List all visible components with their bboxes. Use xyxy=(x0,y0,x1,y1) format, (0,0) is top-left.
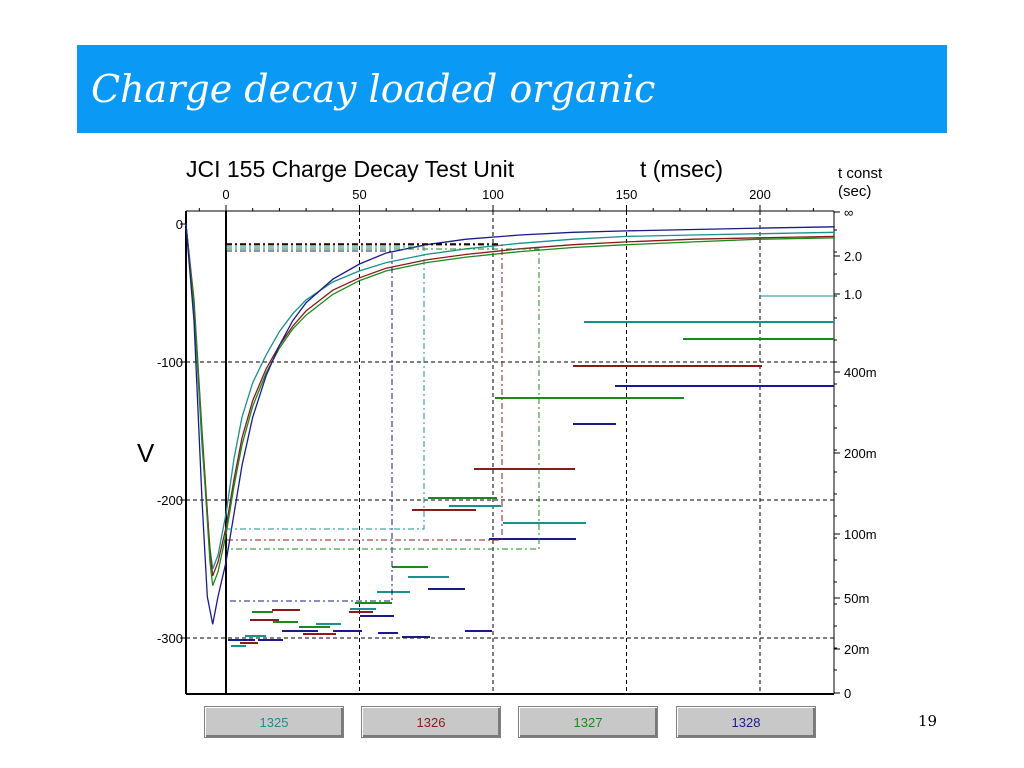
right-axis-title: t const (sec) xyxy=(838,165,882,201)
series-button-label: 1325 xyxy=(259,715,289,730)
right-tick-label: 400m xyxy=(844,365,877,380)
y-tick-label: -200 xyxy=(157,493,183,508)
y-tick-label: 0 xyxy=(176,217,183,232)
x-tick-label: 100 xyxy=(482,187,504,202)
series-button-label: 1327 xyxy=(573,715,603,730)
time-constant-projection xyxy=(226,244,503,541)
series-button-1327[interactable]: 1327 xyxy=(518,706,658,738)
x-tick-label: 200 xyxy=(749,187,771,202)
y-tick-label: -100 xyxy=(157,355,183,370)
chart-title: JCI 155 Charge Decay Test Unit xyxy=(186,156,515,182)
x-tick-label: 0 xyxy=(222,187,229,202)
x-tick-label: 150 xyxy=(616,187,638,202)
right-tick-label: 100m xyxy=(844,527,877,542)
title-bar: Charge decay loaded organic xyxy=(77,45,947,133)
series-line-1326 xyxy=(185,223,835,577)
time-constant-projection xyxy=(226,246,425,530)
series-line-1327 xyxy=(185,223,835,586)
series-button-1326[interactable]: 1326 xyxy=(361,706,501,738)
time-constant-projection xyxy=(226,248,540,550)
series-button-label: 1326 xyxy=(416,715,446,730)
right-tick-label: 2.0 xyxy=(844,249,862,264)
series-line-1328 xyxy=(185,223,835,625)
series-line-1325 xyxy=(185,223,835,570)
slide-title: Charge decay loaded organic xyxy=(91,67,656,111)
page-number: 19 xyxy=(918,712,938,730)
right-axis-title-text: t const (sec) xyxy=(838,165,883,200)
right-tick-label: 20m xyxy=(844,642,869,657)
right-tick-label: ∞ xyxy=(844,205,853,220)
x-tick-label: 50 xyxy=(352,187,366,202)
y-tick-label: -300 xyxy=(157,631,183,646)
right-tick-label: 1.0 xyxy=(844,287,862,302)
right-tick-label: 50m xyxy=(844,591,869,606)
series-button-1328[interactable]: 1328 xyxy=(676,706,816,738)
y-axis-title: V xyxy=(137,438,155,468)
series-button-label: 1328 xyxy=(731,715,761,730)
right-tick-label: 200m xyxy=(844,446,877,461)
right-tick-label: 0 xyxy=(844,686,851,701)
x-axis-title: t (msec) xyxy=(640,156,724,182)
time-constant-projection xyxy=(226,250,393,602)
series-button-1325[interactable]: 1325 xyxy=(204,706,344,738)
